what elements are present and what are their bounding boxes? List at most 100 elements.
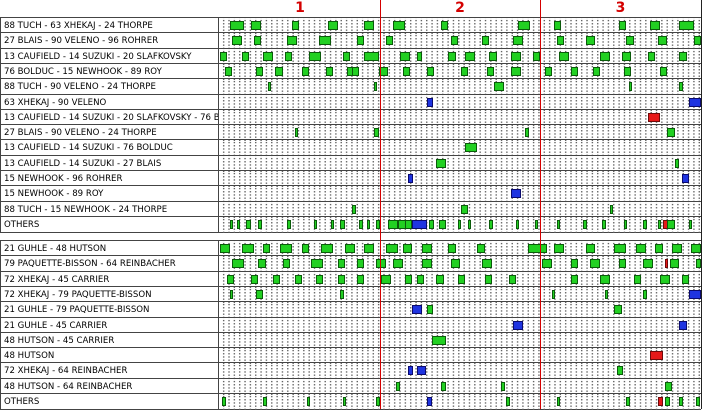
shift-segment — [554, 244, 564, 253]
shift-segment — [422, 259, 432, 269]
shift-segment — [236, 219, 241, 229]
shift-segment — [667, 219, 675, 229]
shift-segment — [395, 381, 401, 391]
goal-against-segment — [426, 397, 432, 406]
shift-segment — [614, 244, 627, 253]
shift-segment — [417, 51, 422, 61]
shift-segment — [316, 274, 324, 284]
shift-segment — [602, 219, 606, 229]
shift-segment — [417, 274, 425, 284]
shift-row: 15 NEWHOOK - 96 ROHRER — [0, 170, 701, 187]
shift-segment — [506, 397, 510, 406]
shift-segment — [364, 21, 374, 30]
shift-segment — [224, 66, 232, 76]
row-label: 72 XHEKAJ - 79 PAQUETTE-BISSON — [0, 286, 219, 303]
shift-segment — [650, 21, 661, 30]
shift-segment — [359, 219, 363, 229]
shift-segment — [373, 128, 379, 138]
shift-track — [220, 171, 701, 187]
shift-segment — [313, 219, 318, 229]
shift-segment — [441, 21, 449, 30]
shift-segment — [385, 244, 398, 253]
shift-segment — [532, 51, 540, 61]
shift-segment — [364, 51, 379, 61]
shift-segment — [330, 219, 334, 229]
shift-row: 72 XHEKAJ - 45 CARRIER — [0, 270, 701, 288]
shift-segment — [328, 21, 338, 30]
shift-segment — [378, 66, 389, 76]
shift-segment — [551, 289, 556, 299]
shift-segment — [292, 21, 300, 30]
shift-segment — [229, 219, 233, 229]
shift-segment — [657, 219, 662, 229]
shift-segment — [544, 66, 552, 76]
shift-segment — [294, 128, 298, 138]
shift-segment — [220, 51, 228, 61]
shift-segment — [571, 66, 579, 76]
shift-segment — [513, 36, 524, 46]
shift-row: 13 CAUFIELD - 14 SUZUKI - 76 BOLDUC — [0, 139, 701, 157]
shift-segment — [660, 66, 668, 76]
shift-segment — [614, 305, 622, 315]
shift-segment — [232, 36, 242, 46]
goal-against-segment — [407, 366, 414, 376]
shift-row: OTHERS — [0, 215, 701, 233]
shift-segment — [287, 36, 297, 46]
shift-segment — [251, 21, 261, 30]
shift-segment — [306, 397, 310, 406]
goal-for-segment — [664, 259, 668, 269]
shift-row: 13 CAUFIELD - 14 SUZUKI - 20 SLAFKOVSKY … — [0, 108, 701, 126]
goal-against-segment — [511, 189, 521, 199]
shift-segment — [340, 289, 344, 299]
shift-segment — [672, 244, 682, 253]
shift-segment — [592, 66, 600, 76]
row-label: 48 HUTSON - 45 CARRIER — [0, 332, 219, 349]
shift-segment — [508, 274, 516, 284]
shift-segment — [511, 66, 521, 76]
shift-segment — [489, 51, 497, 61]
shift-segment — [542, 259, 552, 269]
shift-segment — [337, 259, 346, 269]
shift-segment — [263, 397, 267, 406]
shift-segment — [643, 219, 647, 229]
shift-segment — [325, 66, 334, 76]
shift-segment — [525, 128, 529, 138]
shift-segment — [364, 244, 374, 253]
shift-segment — [693, 36, 701, 46]
shift-segment — [376, 259, 386, 269]
row-label: 48 HUTSON - 64 REINBACHER — [0, 378, 219, 395]
shift-row: 76 BOLDUC - 15 NEWHOOK - 89 ROY — [0, 62, 701, 80]
shift-segment — [604, 289, 609, 299]
shift-segment — [232, 259, 245, 269]
goal-against-segment — [679, 320, 687, 330]
shift-segment — [477, 244, 485, 253]
shift-segment — [241, 244, 254, 253]
shift-segment — [422, 244, 432, 253]
shift-segment — [657, 36, 668, 46]
goal-for-segment — [650, 351, 663, 361]
shift-segment — [253, 36, 261, 46]
shift-segment — [373, 82, 378, 92]
shift-segment — [667, 128, 675, 138]
shift-segment — [626, 36, 634, 46]
shift-track — [220, 256, 701, 273]
shift-segment — [515, 219, 520, 229]
shift-row: 48 HUTSON - 64 REINBACHER — [0, 377, 701, 395]
goal-against-segment — [417, 366, 426, 376]
shift-segment — [465, 143, 478, 153]
shift-row: 63 XHEKAJ - 90 VELENO — [0, 93, 701, 111]
shift-segment — [679, 82, 683, 92]
shift-row: 88 TUCH - 63 XHEKAJ - 24 THORPE — [0, 17, 701, 34]
shift-segment — [585, 36, 596, 46]
shift-row: 13 CAUFIELD - 14 SUZUKI - 27 BLAIS — [0, 154, 701, 172]
shift-segment — [648, 51, 656, 61]
shift-segment — [585, 244, 596, 253]
row-label: 88 TUCH - 63 XHEKAJ - 24 THORPE — [0, 18, 219, 34]
shift-segment — [321, 244, 334, 253]
shift-segment — [486, 66, 495, 76]
shift-segment — [357, 36, 365, 46]
goal-against-segment — [688, 289, 701, 299]
goal-for-segment — [657, 397, 664, 406]
shift-segment — [619, 259, 627, 269]
shift-segment — [556, 397, 561, 406]
